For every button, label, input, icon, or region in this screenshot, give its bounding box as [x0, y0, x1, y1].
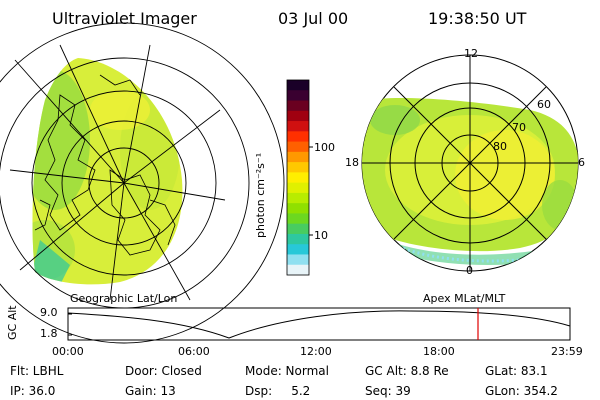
colorbar-segment	[287, 141, 309, 153]
colorbar-segment	[287, 110, 309, 122]
colorbar-label: photon cm⁻²s⁻¹	[254, 152, 267, 238]
right-panel-label: Apex MLat/MLT	[423, 292, 506, 305]
colorbar-segment	[287, 100, 309, 112]
info-seq: Seq: 39	[365, 384, 411, 398]
colorbar-segment	[287, 203, 309, 214]
info-door: Door: Closed	[125, 364, 202, 378]
mlt-label-18: 18	[345, 156, 359, 169]
colorbar-segment	[287, 80, 309, 91]
polar-image	[361, 54, 579, 272]
colorbar-segment	[287, 172, 309, 184]
timeline-plot	[67, 307, 571, 341]
left-panel-label: Geographic Lat/Lon	[70, 292, 178, 305]
info-glon: GLon: 354.2	[485, 384, 558, 398]
colorbar-segment	[287, 90, 309, 102]
info-filter: Flt: LBHL	[10, 364, 64, 378]
timeline-xtick-1800: 18:00	[423, 345, 455, 358]
geographic-image	[0, 22, 285, 344]
timeline-xtick-1200: 12:00	[300, 345, 332, 358]
lat-label-70: 70	[512, 121, 526, 134]
title: Ultraviolet Imager	[52, 9, 197, 28]
timeline-xtick-0600: 06:00	[178, 345, 210, 358]
info-mode: Mode: Normal	[245, 364, 329, 378]
colorbar-segment	[287, 213, 309, 225]
colorbar-segment	[287, 131, 309, 143]
info-gc-alt: GC Alt: 8.8 Re	[365, 364, 449, 378]
info-gain: Gain: 13	[125, 384, 176, 398]
colorbar-frame	[286, 79, 310, 276]
colorbar-segment	[287, 182, 309, 194]
colorbar-segment	[287, 121, 309, 132]
info-glat: GLat: 83.1	[485, 364, 548, 378]
mlt-label-6: 6	[578, 156, 585, 169]
colorbar-segment	[287, 244, 309, 255]
colorbar	[286, 79, 313, 276]
info-dsp: Dsp: 5.2	[245, 384, 311, 398]
colorbar-segment	[287, 151, 309, 163]
colorbar-segment	[287, 192, 309, 204]
colorbar-tick-100: 100	[314, 141, 335, 154]
timeline-ytick-9: 9.0	[40, 306, 58, 319]
colorbar-segment	[287, 254, 309, 266]
info-ip: IP: 36.0	[10, 384, 56, 398]
lat-label-60: 60	[537, 98, 551, 111]
lat-label-80: 80	[493, 140, 507, 153]
colorbar-segment	[287, 233, 309, 245]
time: 19:38:50 UT	[428, 9, 527, 28]
mlt-label-0: 0	[466, 264, 473, 277]
date: 03 Jul 00	[278, 9, 349, 28]
timeline-axis-label: GC Alt	[6, 305, 19, 340]
timeline-ytick-1-8: 1.8	[40, 327, 58, 340]
colorbar-tick-10: 10	[314, 229, 328, 242]
timeline-xtick-2359: 23:59	[551, 345, 583, 358]
colorbar-segment	[287, 264, 309, 276]
colorbar-segment	[287, 223, 309, 235]
mlt-label-12: 12	[464, 47, 478, 60]
timeline-xtick-0000: 00:00	[52, 345, 84, 358]
colorbar-segment	[287, 162, 309, 173]
